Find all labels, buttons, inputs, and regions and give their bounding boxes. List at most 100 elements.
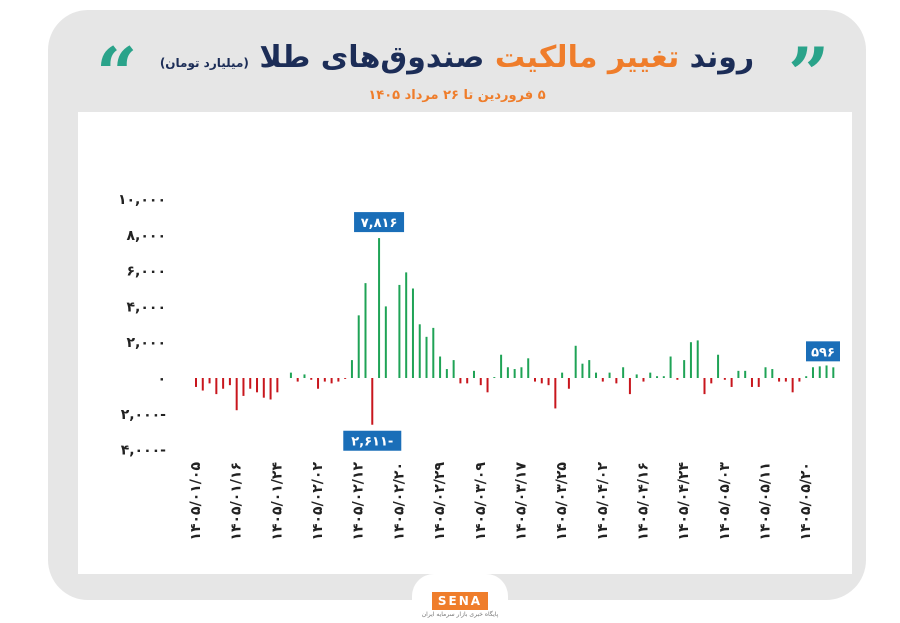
bar-positive	[527, 358, 530, 378]
bar-negative	[791, 378, 794, 393]
bar-positive	[506, 367, 509, 378]
bar-positive	[696, 340, 699, 378]
bar-positive	[622, 367, 625, 378]
bar-negative	[208, 378, 211, 384]
bar-positive	[493, 377, 496, 378]
bar-positive	[656, 376, 659, 378]
y-tick-label: ۴,۰۰۰	[127, 299, 167, 315]
bar-negative	[642, 378, 645, 382]
bar-positive	[649, 372, 652, 378]
y-tick-label: ۰	[157, 371, 166, 387]
y-tick-label: ۸,۰۰۰	[127, 228, 167, 244]
y-tick-label: ۴,۰۰۰-	[121, 443, 166, 459]
bar-negative	[337, 378, 340, 382]
bar-negative	[615, 378, 618, 384]
x-tick-label: ۱۴۰۵/۰۴/۱۶	[635, 462, 651, 541]
bar-positive	[764, 367, 767, 378]
bar-negative	[201, 378, 204, 391]
chart-title: روند تغییر مالکیت صندوق‌های طلا (میلیارد…	[48, 40, 866, 75]
bar-negative	[703, 378, 706, 395]
bar-negative	[601, 378, 604, 382]
bar-positive	[805, 376, 808, 378]
bar-positive	[384, 306, 387, 378]
x-tick-label: ۱۴۰۵/۰۵/۰۳	[717, 462, 733, 541]
bar-positive	[411, 288, 414, 378]
x-tick-label: ۱۴۰۵/۰۲/۲۹	[432, 462, 448, 541]
bar-positive	[357, 315, 360, 378]
x-tick-label: ۱۴۰۵/۰۱/۱۶	[229, 462, 245, 541]
bar-negative	[195, 378, 197, 387]
bar-positive	[588, 360, 591, 378]
x-tick-label: ۱۴۰۵/۰۱/۲۴	[269, 462, 285, 541]
x-tick-label: ۱۴۰۵/۰۳/۰۹	[473, 462, 489, 541]
bar-negative	[486, 378, 489, 393]
bar-negative	[798, 378, 801, 382]
bar-negative	[323, 378, 326, 382]
data-callout-label: ۵۹۶	[811, 345, 835, 360]
x-tick-label: ۱۴۰۵/۰۵/۲۰	[798, 462, 814, 541]
bar-positive	[662, 376, 665, 378]
bar-negative	[242, 378, 245, 396]
bar-negative	[778, 378, 781, 382]
data-callout-box	[343, 430, 402, 451]
bar-positive	[364, 283, 367, 378]
x-tick-label: ۱۴۰۵/۰۴/۲۴	[676, 462, 692, 541]
x-tick-label: ۱۴۰۵/۰۳/۲۵	[554, 462, 570, 541]
bar-negative	[757, 378, 760, 387]
y-tick-label: ۶,۰۰۰	[127, 264, 167, 280]
sena-logo: SENA	[432, 592, 488, 610]
bar-negative	[249, 378, 252, 389]
bar-positive	[608, 372, 611, 378]
title-part1: روند	[689, 40, 755, 75]
quote-left-icon: “	[96, 31, 138, 116]
bar-negative	[215, 378, 218, 395]
bar-positive	[418, 324, 421, 378]
bar-negative	[330, 378, 333, 384]
bar-negative	[723, 378, 726, 380]
bar-positive	[832, 367, 835, 378]
bar-negative	[459, 378, 462, 384]
bar-negative	[371, 378, 374, 425]
x-tick-label: ۱۴۰۵/۰۲/۰۲	[310, 462, 326, 541]
bar-positive	[452, 360, 455, 378]
data-callout-box	[806, 341, 840, 362]
y-tick-label: ۱۰,۰۰۰	[118, 192, 166, 208]
x-tick-label: ۱۴۰۵/۰۵/۱۱	[758, 462, 774, 541]
bar-positive	[818, 366, 821, 378]
chart-header: “ ” روند تغییر مالکیت صندوق‌های طلا (میل…	[48, 10, 866, 120]
bar-negative	[547, 378, 550, 386]
bar-positive	[472, 370, 475, 378]
y-tick-label: ۲,۰۰۰	[127, 335, 167, 351]
bar-positive	[683, 360, 686, 378]
bar-positive	[771, 369, 774, 378]
bar-positive	[378, 238, 381, 378]
bar-positive	[513, 369, 516, 378]
bar-negative	[784, 378, 787, 382]
bar-negative	[317, 378, 320, 389]
title-part2: صندوق‌های طلا	[259, 40, 485, 75]
bar-negative	[262, 378, 265, 398]
chart-panel	[78, 112, 852, 574]
y-tick-label: ۲,۰۰۰-	[121, 407, 166, 423]
bar-negative	[534, 378, 536, 382]
bar-positive	[595, 372, 598, 378]
bar-positive	[500, 354, 503, 378]
bar-positive	[303, 374, 306, 378]
bar-positive	[398, 284, 401, 378]
bar-negative	[710, 378, 713, 384]
bar-positive	[405, 272, 408, 378]
x-tick-label: ۱۴۰۵/۰۱/۰۵	[188, 462, 204, 541]
bar-negative	[296, 378, 299, 382]
bar-positive	[425, 336, 428, 378]
bar-positive	[574, 345, 577, 378]
data-callout-label: ۷,۸۱۶	[361, 216, 398, 231]
bar-positive	[289, 372, 292, 378]
x-tick-label: ۱۴۰۵/۰۴/۰۲	[595, 462, 611, 541]
title-unit: (میلیارد تومان)	[159, 56, 249, 70]
bar-negative	[730, 378, 733, 387]
bar-positive	[561, 372, 564, 378]
bar-negative	[228, 378, 231, 386]
bar-positive	[669, 356, 672, 378]
bar-negative	[540, 378, 543, 384]
bar-negative	[554, 378, 557, 409]
